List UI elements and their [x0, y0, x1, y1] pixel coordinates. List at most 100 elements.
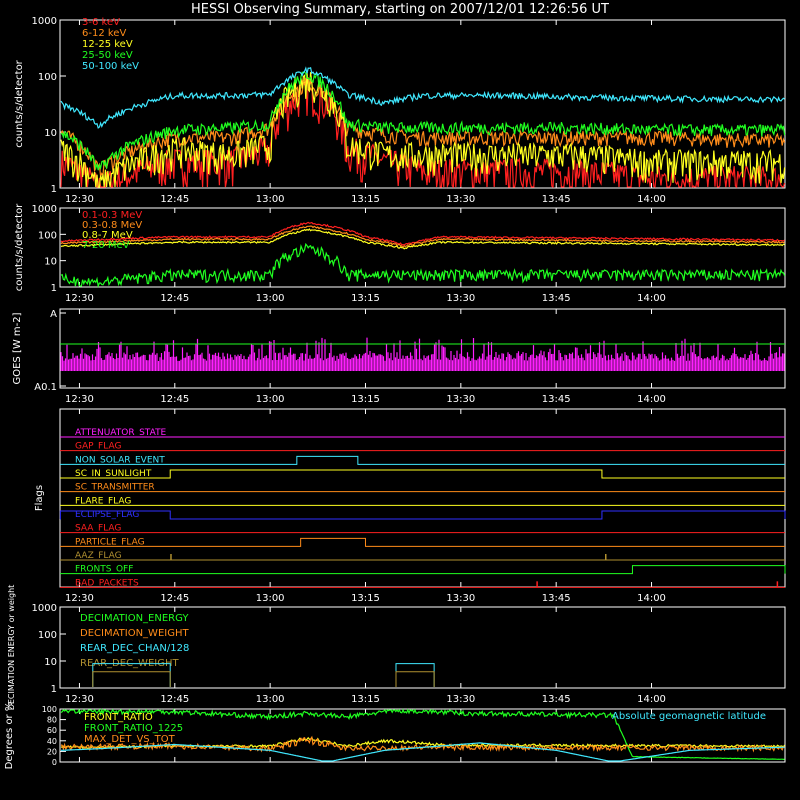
legend-entry: FRONT_RATIO_1225: [84, 723, 183, 734]
y-tick-label: 0: [52, 758, 57, 767]
series-line-50-100-kev: [60, 66, 785, 129]
panel-frame: [59, 207, 786, 288]
legend-entry: 6-12 keV: [82, 28, 126, 39]
x-tick-label: 13:30: [446, 593, 475, 604]
flag-line: [60, 455, 785, 465]
decimation-step: [395, 671, 435, 687]
y-tick-label: 100: [38, 72, 57, 83]
x-tick-label: 13:30: [446, 694, 475, 705]
y-axis-label: DECIMATION ENERGY or weight: [7, 585, 16, 711]
y-tick-label: 1000: [32, 603, 57, 614]
x-tick-label: 13:00: [256, 593, 285, 604]
x-tick-label: 13:15: [351, 194, 380, 205]
goes-signal-line: [60, 337, 785, 371]
decimation-step: [92, 671, 171, 687]
legend-entry: FRONT_RATIO: [84, 712, 153, 723]
y-axis-label: counts/s/detector: [14, 59, 25, 147]
x-tick-label: 13:00: [256, 394, 285, 405]
flag-label: BAD_PACKETS: [75, 578, 139, 588]
x-tick-label: 13:45: [542, 293, 571, 304]
x-tick-label: 14:00: [637, 194, 666, 205]
y-tick-label: 1: [51, 184, 57, 195]
series-line-front_ratio_1225: [60, 708, 785, 761]
legend-entry: 0.3-0.8 MeV: [82, 220, 142, 231]
series-line-0-1-0-3-mev: [60, 221, 785, 246]
x-tick-label: 13:30: [446, 293, 475, 304]
legend-entry: MAX_DET_VS_TOT: [84, 734, 176, 745]
chart-title: HESSI Observing Summary, starting on 200…: [191, 2, 609, 17]
flag-label: ECLIPSE_FLAG: [75, 510, 139, 520]
legend-entry: Absolute geomagnetic latitude: [612, 711, 766, 722]
x-tick-label: 13:00: [256, 694, 285, 705]
x-tick-label: 12:30: [65, 593, 94, 604]
flag-line: [60, 537, 785, 547]
x-tick-label: 13:15: [351, 394, 380, 405]
x-tick-label: 12:45: [160, 293, 189, 304]
y-tick-label: 10: [44, 128, 57, 139]
series-line-7-20-mev: [60, 242, 786, 289]
y-tick-label: A: [50, 309, 57, 320]
y-tick-label: 20: [47, 747, 57, 756]
flag-label: GAP_FLAG: [75, 442, 121, 452]
legend-entry: 25-50 keV: [82, 50, 133, 61]
decimation-step: [395, 663, 435, 687]
x-tick-label: 14:00: [637, 394, 666, 405]
x-tick-label: 13:00: [256, 194, 285, 205]
flag-label: PARTICLE_FLAG: [75, 537, 145, 547]
y-tick-label: 1: [51, 684, 57, 695]
flag-label: SAA_FLAG: [75, 524, 121, 534]
panel-frame: [59, 308, 786, 389]
flag-line: [60, 565, 786, 575]
y-axis-label: counts/s/detector: [14, 203, 25, 291]
y-tick-label: 40: [47, 737, 57, 746]
x-tick-label: 13:45: [542, 394, 571, 405]
x-tick-label: 13:30: [446, 394, 475, 405]
y-tick-label: 100: [38, 230, 57, 241]
panel-frame: [59, 606, 786, 689]
x-tick-label: 12:45: [160, 194, 189, 205]
x-tick-label: 12:45: [160, 593, 189, 604]
legend-entry: 50-100 keV: [82, 61, 139, 72]
x-tick-label: 12:30: [65, 194, 94, 205]
y-axis-label: Flags: [34, 485, 45, 511]
y-axis-label: GOES [W m-2]: [12, 312, 23, 384]
x-tick-label: 13:45: [542, 694, 571, 705]
legend-entry: DECIMATION_ENERGY: [80, 613, 189, 624]
legend-entry: 7-20 MeV: [82, 240, 130, 251]
x-tick-label: 14:00: [637, 293, 666, 304]
series-line-0-8-7-mev: [60, 228, 785, 250]
legend-entry: REAR_DEC_CHAN/128: [80, 643, 189, 654]
legend-entry: DECIMATION_WEIGHT: [80, 628, 189, 639]
x-tick-label: 12:30: [65, 293, 94, 304]
y-tick-label: 80: [47, 716, 57, 725]
panel-frame: [59, 19, 786, 189]
y-tick-label: 100: [42, 705, 57, 714]
flag-label: ATTENUATOR_STATE: [75, 428, 167, 438]
flag-line: [60, 469, 785, 479]
x-tick-label: 12:45: [160, 394, 189, 405]
x-tick-label: 14:00: [637, 593, 666, 604]
x-tick-label: 13:15: [351, 293, 380, 304]
y-tick-label: 10: [44, 657, 57, 668]
x-tick-label: 14:00: [637, 694, 666, 705]
y-tick-label: 1: [51, 283, 57, 294]
flag-label: NON_SOLAR_EVENT: [75, 455, 165, 465]
y-axis-label: Degrees or %: [4, 702, 15, 770]
y-tick-label: 10: [44, 257, 57, 268]
x-tick-label: 13:00: [256, 293, 285, 304]
x-tick-label: 13:30: [446, 194, 475, 205]
x-tick-label: 13:15: [351, 694, 380, 705]
legend-entry: 0.1-0.3 MeV: [82, 210, 142, 221]
legend-entry: 12-25 keV: [82, 39, 133, 50]
y-tick-label: 1000: [32, 204, 57, 215]
x-tick-label: 12:45: [160, 694, 189, 705]
flag-line: [59, 510, 786, 520]
y-tick-label: A0.1: [34, 382, 57, 393]
x-tick-label: 13:45: [542, 593, 571, 604]
x-tick-label: 12:30: [65, 394, 94, 405]
series-line-absolute-geomagnetic-latitude: [61, 742, 785, 762]
flag-label: SC_IN_SUNLIGHT: [75, 469, 152, 479]
series-line-0-3-0-8-mev: [60, 225, 785, 248]
y-tick-label: 1000: [32, 16, 57, 27]
